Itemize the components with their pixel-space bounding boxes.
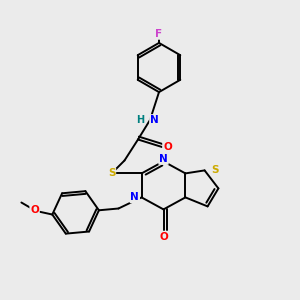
Text: O: O	[163, 142, 172, 152]
Text: F: F	[155, 29, 163, 39]
Text: N: N	[130, 192, 139, 203]
Text: S: S	[108, 168, 116, 178]
Text: H: H	[136, 115, 145, 125]
Text: O: O	[159, 232, 168, 242]
Text: N: N	[150, 115, 159, 125]
Text: N: N	[159, 154, 168, 164]
Text: S: S	[211, 165, 219, 176]
Text: O: O	[30, 205, 39, 215]
